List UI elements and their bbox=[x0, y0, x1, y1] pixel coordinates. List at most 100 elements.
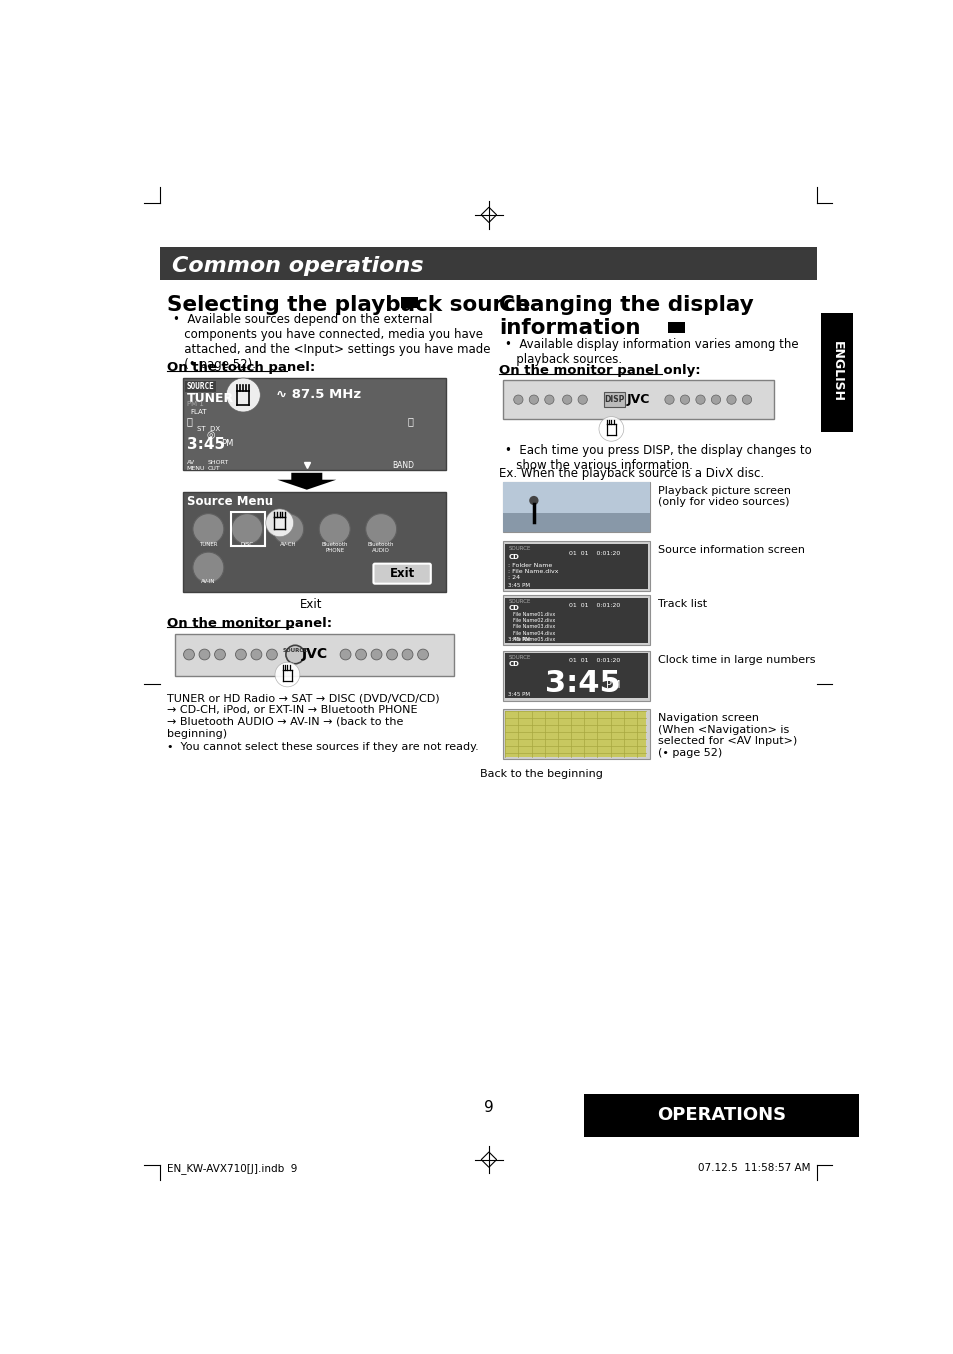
Text: AV-IN: AV-IN bbox=[201, 580, 215, 584]
Text: 3:45: 3:45 bbox=[545, 669, 620, 699]
Circle shape bbox=[286, 646, 304, 663]
Circle shape bbox=[529, 395, 537, 405]
Circle shape bbox=[226, 378, 260, 412]
Circle shape bbox=[273, 513, 303, 544]
Text: File Name02.divx: File Name02.divx bbox=[513, 619, 555, 623]
Text: Track list: Track list bbox=[658, 598, 706, 609]
Text: •  Available sources depend on the external
   components you have connected, me: • Available sources depend on the extern… bbox=[173, 313, 491, 371]
Polygon shape bbox=[277, 473, 335, 490]
Text: Clock time in large numbers: Clock time in large numbers bbox=[658, 654, 815, 665]
Circle shape bbox=[365, 513, 396, 544]
Bar bbox=[401, 298, 418, 307]
Text: 3:45 PM: 3:45 PM bbox=[508, 584, 530, 588]
Circle shape bbox=[578, 395, 587, 405]
Circle shape bbox=[598, 417, 623, 441]
Circle shape bbox=[199, 649, 210, 659]
Circle shape bbox=[544, 395, 554, 405]
Bar bbox=[502, 482, 649, 532]
Bar bbox=[505, 653, 647, 699]
Text: ⏮: ⏮ bbox=[187, 417, 193, 427]
Text: •  Each time you press DISP, the display changes to
   show the various informat: • Each time you press DISP, the display … bbox=[505, 444, 811, 473]
Bar bbox=[502, 542, 649, 592]
Text: On the touch panel:: On the touch panel: bbox=[167, 362, 315, 374]
Circle shape bbox=[695, 395, 704, 405]
Circle shape bbox=[741, 395, 751, 405]
Text: Exit: Exit bbox=[389, 567, 415, 580]
Text: 3:45 PM: 3:45 PM bbox=[508, 692, 530, 697]
Text: TUNER or HD Radio → SAT → DISC (DVD/VCD/CD)
→ CD-CH, iPod, or EXT-IN → Bluetooth: TUNER or HD Radio → SAT → DISC (DVD/VCD/… bbox=[167, 693, 439, 738]
Circle shape bbox=[193, 513, 224, 544]
Text: SOURCE: SOURCE bbox=[508, 546, 530, 551]
Text: SOURCE: SOURCE bbox=[282, 649, 308, 653]
Bar bbox=[603, 391, 624, 408]
Text: ST  DX: ST DX bbox=[196, 425, 219, 432]
Text: Selecting the playback source: Selecting the playback source bbox=[167, 295, 530, 315]
Circle shape bbox=[232, 513, 262, 544]
Bar bbox=[502, 513, 649, 532]
Circle shape bbox=[214, 649, 225, 659]
Text: Source Menu: Source Menu bbox=[187, 496, 273, 508]
Circle shape bbox=[664, 395, 674, 405]
Text: JVC: JVC bbox=[626, 393, 650, 406]
Text: EN_KW-AVX710[J].indb  9: EN_KW-AVX710[J].indb 9 bbox=[167, 1163, 297, 1174]
Text: ⏭: ⏭ bbox=[407, 417, 413, 427]
Text: SOURCE: SOURCE bbox=[187, 382, 214, 391]
Text: Playback picture screen
(only for video sources): Playback picture screen (only for video … bbox=[658, 486, 790, 508]
Text: 3:45 PM: 3:45 PM bbox=[508, 636, 530, 642]
Text: Common operations: Common operations bbox=[172, 256, 423, 276]
Circle shape bbox=[562, 395, 571, 405]
Text: 01  01    0:01:20: 01 01 0:01:20 bbox=[568, 551, 619, 555]
Circle shape bbox=[355, 649, 366, 659]
Bar bbox=[502, 482, 649, 513]
Text: DISP: DISP bbox=[603, 395, 624, 403]
Text: On the monitor panel only:: On the monitor panel only: bbox=[498, 364, 700, 378]
Text: On the monitor panel:: On the monitor panel: bbox=[167, 617, 332, 630]
Bar bbox=[667, 322, 684, 333]
Text: AV-CH: AV-CH bbox=[279, 542, 296, 547]
Text: File Name01.divx: File Name01.divx bbox=[513, 612, 555, 617]
Text: FLAT: FLAT bbox=[191, 409, 207, 414]
Text: CD: CD bbox=[508, 554, 518, 559]
Text: SHORT
CUT: SHORT CUT bbox=[208, 460, 229, 470]
Bar bbox=[505, 543, 647, 589]
Circle shape bbox=[679, 395, 689, 405]
Text: PM: PM bbox=[221, 439, 233, 448]
Bar bbox=[502, 596, 649, 646]
Bar bbox=[502, 709, 649, 760]
Text: 07.12.5  11:58:57 AM: 07.12.5 11:58:57 AM bbox=[698, 1163, 810, 1174]
Bar bbox=[583, 1094, 858, 1136]
Text: Exit: Exit bbox=[299, 598, 321, 611]
Text: File Name03.divx: File Name03.divx bbox=[513, 624, 555, 630]
Text: 01  01    0:01:20: 01 01 0:01:20 bbox=[568, 658, 619, 663]
Circle shape bbox=[402, 649, 413, 659]
Bar bbox=[174, 634, 454, 676]
Text: 3:45: 3:45 bbox=[187, 437, 225, 452]
Text: File Name05.divx: File Name05.divx bbox=[513, 636, 555, 642]
Text: JVC: JVC bbox=[301, 647, 327, 661]
Text: ENGLISH: ENGLISH bbox=[829, 341, 842, 402]
Text: Changing the display
information: Changing the display information bbox=[498, 295, 753, 338]
Bar bbox=[505, 597, 647, 643]
Text: Bluetooth
AUDIO: Bluetooth AUDIO bbox=[368, 542, 394, 552]
Text: ∿ 87.5 MHz: ∿ 87.5 MHz bbox=[275, 389, 360, 401]
Bar bbox=[183, 492, 446, 592]
Text: 9: 9 bbox=[483, 1101, 494, 1116]
Text: : 24: : 24 bbox=[508, 575, 520, 581]
Text: Navigation screen
(When <Navigation> is
selected for <AV Input>)
(• page 52): Navigation screen (When <Navigation> is … bbox=[658, 714, 797, 758]
Text: •  You cannot select these sources if they are not ready.: • You cannot select these sources if the… bbox=[167, 742, 478, 751]
Circle shape bbox=[386, 649, 397, 659]
FancyBboxPatch shape bbox=[373, 563, 431, 584]
Text: TUNER: TUNER bbox=[199, 542, 217, 547]
Text: TUNER: TUNER bbox=[187, 391, 233, 405]
Text: BAND: BAND bbox=[392, 462, 414, 470]
Text: 01  01    0:01:20: 01 01 0:01:20 bbox=[568, 603, 619, 608]
Text: Ex. When the playback source is a DivX disc.: Ex. When the playback source is a DivX d… bbox=[498, 467, 763, 481]
Text: OPERATIONS: OPERATIONS bbox=[657, 1106, 785, 1124]
Text: PM 1: PM 1 bbox=[187, 401, 203, 408]
Circle shape bbox=[319, 513, 350, 544]
Text: •  Available display information varies among the
   playback sources.: • Available display information varies a… bbox=[505, 338, 798, 366]
Circle shape bbox=[183, 649, 194, 659]
Text: SOURCE: SOURCE bbox=[508, 598, 530, 604]
Text: AV
MENU: AV MENU bbox=[187, 460, 205, 470]
Text: CD: CD bbox=[508, 605, 518, 611]
